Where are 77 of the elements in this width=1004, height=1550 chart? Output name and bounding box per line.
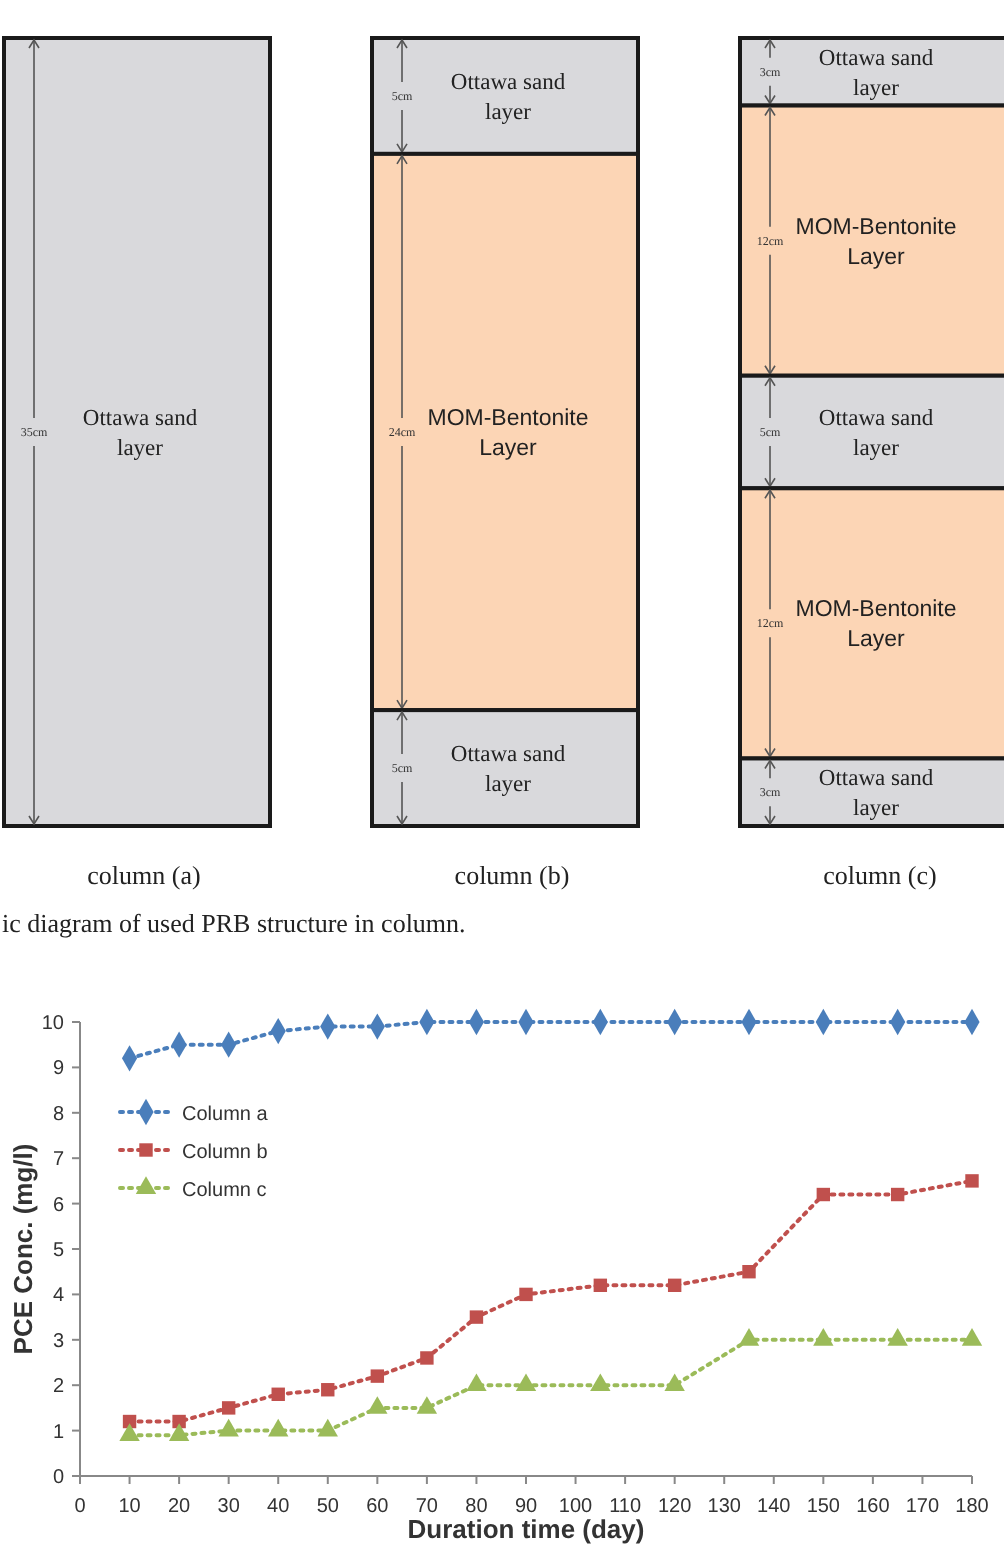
category-label: column (b) xyxy=(454,860,570,890)
series-label: MOM-Bentonite Layer xyxy=(795,598,957,653)
point xyxy=(590,1373,611,1392)
x-tick-label: 80 xyxy=(465,1496,489,1518)
y-tick-label: 8 xyxy=(52,1103,65,1126)
point xyxy=(887,1328,908,1346)
legend-label: Column a xyxy=(182,1104,269,1126)
y-tick-label: 5 xyxy=(52,1240,65,1262)
x-tick-label: 110 xyxy=(609,1496,642,1518)
point xyxy=(172,1414,186,1429)
point xyxy=(466,1373,487,1392)
y-tick-label: 9 xyxy=(52,1058,65,1081)
x-axis-title: Duration time (day) xyxy=(407,1514,645,1544)
series-label: Ottawa sand layer xyxy=(818,407,934,461)
x-tick-label: 140 xyxy=(757,1496,792,1518)
point xyxy=(667,1278,682,1293)
point xyxy=(221,1401,236,1415)
y-tick-label: 4 xyxy=(52,1285,65,1308)
y-tick-label: 6 xyxy=(52,1194,65,1217)
legend-label: Column b xyxy=(182,1142,269,1164)
category-label: column (a) xyxy=(87,860,201,890)
y-tick-label: 3 xyxy=(52,1330,65,1353)
legend-label: Column c xyxy=(182,1180,267,1202)
x-tick-label: 130 xyxy=(707,1496,742,1518)
point xyxy=(519,1287,533,1302)
point xyxy=(965,1174,979,1188)
x-tick-label: 20 xyxy=(167,1496,192,1518)
point xyxy=(268,1418,289,1437)
point xyxy=(593,1278,608,1293)
point xyxy=(961,1328,983,1346)
y-axis-title: PCE Conc. (mg/l) xyxy=(8,1143,38,1355)
x-tick-label: 170 xyxy=(905,1496,940,1518)
x-tick-label: 160 xyxy=(856,1496,891,1518)
x-tick-label: 0 xyxy=(74,1496,87,1518)
y-tick-label: 10 xyxy=(41,1013,65,1035)
point xyxy=(515,1373,537,1392)
y-tick-label: 1 xyxy=(52,1421,65,1444)
category-label: column (c) xyxy=(823,860,937,890)
point xyxy=(813,1328,834,1346)
point xyxy=(271,1387,285,1401)
point xyxy=(317,1418,338,1437)
text: Ottawa sand layer xyxy=(82,407,198,461)
x-tick-label: 150 xyxy=(806,1496,841,1518)
x-tick-label: 70 xyxy=(415,1496,439,1518)
point xyxy=(420,1351,434,1365)
x-tick-label: 60 xyxy=(366,1496,390,1518)
point xyxy=(370,1369,385,1383)
point xyxy=(168,1423,190,1442)
x-tick-label: 120 xyxy=(657,1496,693,1518)
point xyxy=(416,1396,438,1414)
point xyxy=(738,1328,760,1346)
point xyxy=(664,1373,685,1392)
x-tick-label: 180 xyxy=(955,1496,990,1518)
x-tick-label: 10 xyxy=(118,1496,142,1518)
y-tick-label: 2 xyxy=(52,1376,65,1399)
point xyxy=(218,1418,239,1437)
point xyxy=(367,1396,388,1414)
text: Ottawa sand layer xyxy=(450,743,566,798)
series-label: MOM-Bentonite Layer xyxy=(427,407,589,461)
point xyxy=(890,1187,905,1202)
x-tick-label: 90 xyxy=(514,1496,538,1518)
series-label: Ottawa sand layer xyxy=(818,767,934,822)
y-tick-label: 7 xyxy=(52,1149,65,1172)
series-label: Ottawa sand layer xyxy=(818,46,934,101)
x-tick-label: 100 xyxy=(558,1496,594,1518)
y-tick-label: 0 xyxy=(52,1467,65,1489)
text: Ottawa sand layer xyxy=(450,70,566,125)
point xyxy=(816,1187,831,1202)
point xyxy=(321,1383,335,1397)
point xyxy=(469,1310,484,1324)
x-tick-label: 40 xyxy=(267,1496,291,1518)
x-tick-label: 50 xyxy=(316,1496,340,1518)
text: MOM-Bentonite Layer xyxy=(795,215,957,270)
point xyxy=(742,1264,756,1279)
point xyxy=(119,1423,140,1442)
text: ic diagram of used PRB structure in column. xyxy=(2,908,466,938)
x-tick-label: 30 xyxy=(217,1496,241,1518)
